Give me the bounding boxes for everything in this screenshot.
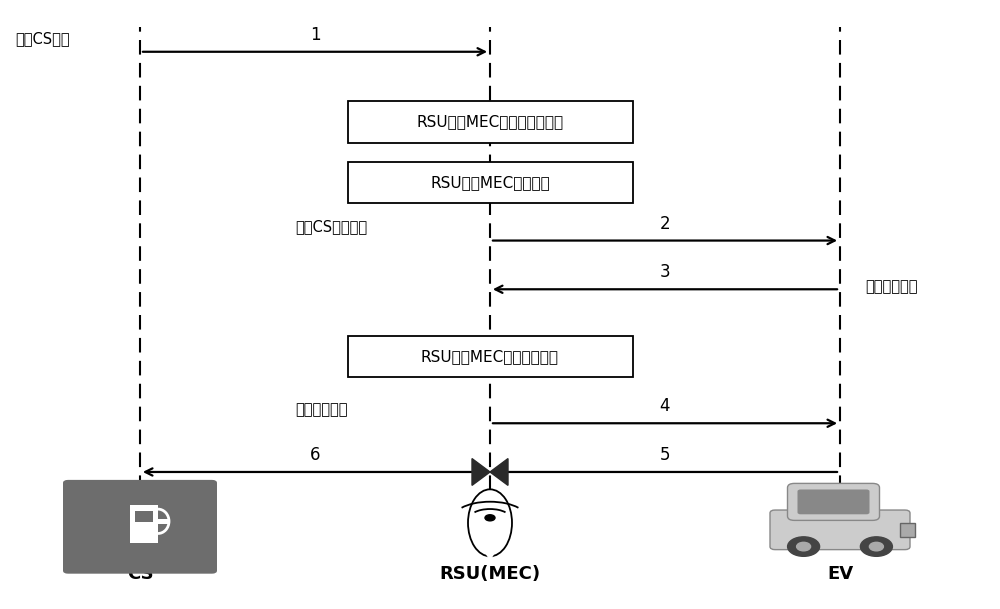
Text: RSU间的MEC信息互通: RSU间的MEC信息互通 <box>430 175 550 190</box>
Text: 发送换电请求: 发送换电请求 <box>865 279 918 294</box>
Text: 发送决策信息: 发送决策信息 <box>295 402 348 417</box>
Polygon shape <box>490 459 508 485</box>
Circle shape <box>797 542 811 551</box>
Text: 5: 5 <box>660 446 670 464</box>
Text: EV: EV <box>827 565 853 583</box>
FancyBboxPatch shape <box>348 101 633 143</box>
Text: RSU通过MEC订阅并缓存信息: RSU通过MEC订阅并缓存信息 <box>416 114 564 129</box>
Polygon shape <box>472 459 490 485</box>
FancyBboxPatch shape <box>130 505 158 543</box>
FancyBboxPatch shape <box>348 162 633 203</box>
Text: 提供CS状态信息: 提供CS状态信息 <box>295 219 367 234</box>
Circle shape <box>788 537 820 557</box>
Text: RSU通过MEC执行调度算法: RSU通过MEC执行调度算法 <box>421 349 559 364</box>
Circle shape <box>869 542 883 551</box>
FancyBboxPatch shape <box>787 484 880 520</box>
Circle shape <box>485 515 495 521</box>
Circle shape <box>860 537 892 557</box>
FancyBboxPatch shape <box>348 336 633 377</box>
FancyBboxPatch shape <box>900 523 915 537</box>
Text: 4: 4 <box>660 397 670 415</box>
Text: RSU(MEC): RSU(MEC) <box>439 565 541 583</box>
Polygon shape <box>477 540 503 559</box>
Text: 6: 6 <box>310 446 320 464</box>
Text: CS: CS <box>127 565 153 583</box>
Text: 1: 1 <box>310 26 320 44</box>
FancyBboxPatch shape <box>63 480 217 574</box>
Text: 3: 3 <box>660 263 670 281</box>
FancyBboxPatch shape <box>797 490 869 514</box>
Ellipse shape <box>468 490 512 557</box>
Text: 2: 2 <box>660 214 670 233</box>
FancyBboxPatch shape <box>770 510 910 549</box>
FancyBboxPatch shape <box>158 519 170 524</box>
Text: 发布CS信息: 发布CS信息 <box>15 30 70 46</box>
FancyBboxPatch shape <box>135 511 153 522</box>
